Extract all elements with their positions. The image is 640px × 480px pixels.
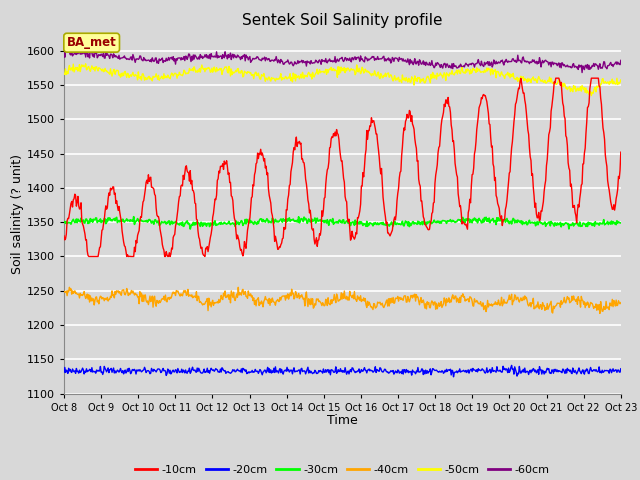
Text: BA_met: BA_met	[67, 36, 116, 49]
Title: Sentek Soil Salinity profile: Sentek Soil Salinity profile	[242, 13, 443, 28]
X-axis label: Time: Time	[327, 414, 358, 427]
Legend: -10cm, -20cm, -30cm, -40cm, -50cm, -60cm: -10cm, -20cm, -30cm, -40cm, -50cm, -60cm	[131, 460, 554, 479]
Y-axis label: Soil salinity (? unit): Soil salinity (? unit)	[11, 154, 24, 274]
